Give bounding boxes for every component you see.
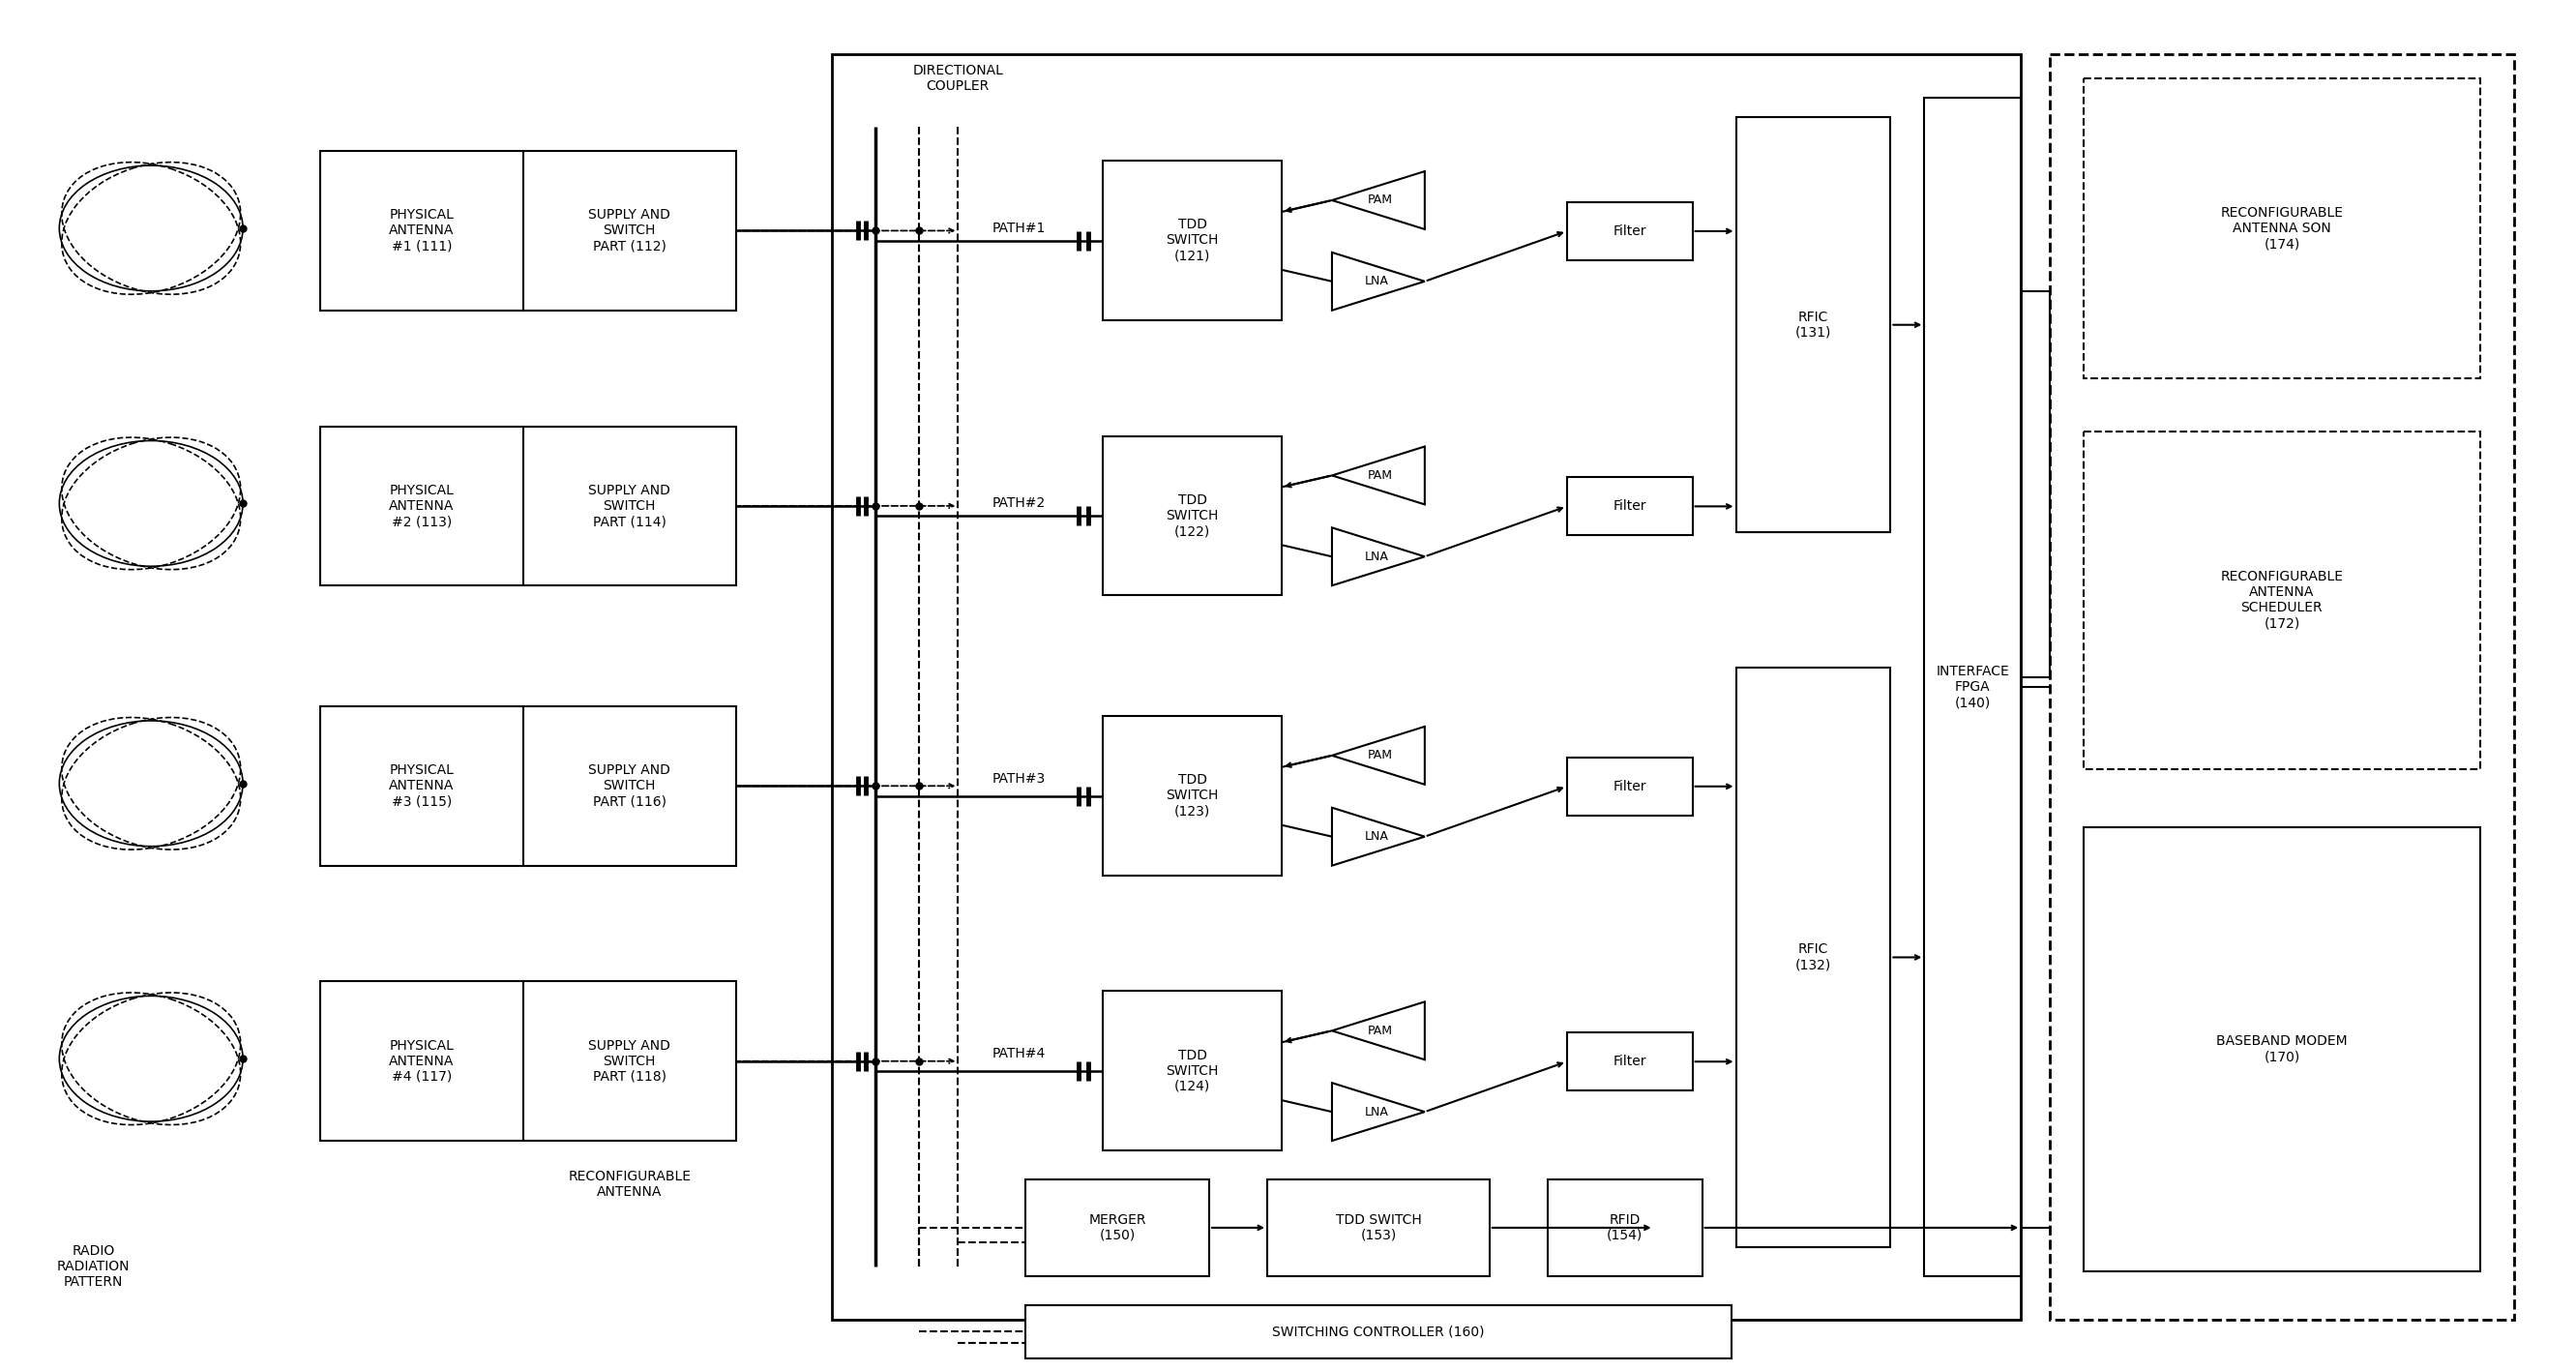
Text: Filter: Filter	[1613, 499, 1646, 513]
Text: SUPPLY AND
SWITCH
PART (114): SUPPLY AND SWITCH PART (114)	[587, 484, 670, 528]
Bar	[1566, 477, 1692, 535]
Bar	[1566, 757, 1692, 816]
Text: PATH#3: PATH#3	[992, 772, 1046, 786]
Text: RFIC
(132): RFIC (132)	[1795, 943, 1832, 972]
Bar	[2084, 430, 2481, 769]
Bar	[319, 706, 523, 865]
Text: SUPPLY AND
SWITCH
PART (112): SUPPLY AND SWITCH PART (112)	[587, 208, 670, 254]
Text: PAM: PAM	[1368, 193, 1394, 207]
Text: DIRECTIONAL
COUPLER: DIRECTIONAL COUPLER	[912, 64, 1005, 93]
Text: PHYSICAL
ANTENNA
#2 (113): PHYSICAL ANTENNA #2 (113)	[389, 484, 453, 528]
Bar	[523, 151, 737, 310]
Text: SWITCHING CONTROLLER (160): SWITCHING CONTROLLER (160)	[1273, 1324, 1484, 1338]
Text: RFID
(154): RFID (154)	[1607, 1213, 1643, 1242]
Bar	[319, 426, 523, 585]
Bar	[1025, 1305, 1731, 1359]
Text: RECONFIGURABLE
ANTENNA: RECONFIGURABLE ANTENNA	[569, 1169, 690, 1198]
Text: LNA: LNA	[1365, 831, 1388, 843]
Bar	[1103, 436, 1283, 595]
Bar	[319, 982, 523, 1141]
Bar	[1566, 1032, 1692, 1090]
Text: SUPPLY AND
SWITCH
PART (116): SUPPLY AND SWITCH PART (116)	[587, 764, 670, 809]
Text: TDD
SWITCH
(122): TDD SWITCH (122)	[1167, 494, 1218, 537]
Text: PAM: PAM	[1368, 749, 1394, 762]
Text: INTERFACE
FPGA
(140): INTERFACE FPGA (140)	[1937, 665, 2009, 709]
Text: PAM: PAM	[1368, 469, 1394, 481]
Bar	[319, 151, 523, 310]
Text: TDD
SWITCH
(123): TDD SWITCH (123)	[1167, 773, 1218, 818]
Text: PHYSICAL
ANTENNA
#4 (117): PHYSICAL ANTENNA #4 (117)	[389, 1039, 453, 1083]
Bar	[1103, 991, 1283, 1150]
Text: Filter: Filter	[1613, 780, 1646, 794]
Text: Filter: Filter	[1613, 225, 1646, 239]
Text: TDD
SWITCH
(121): TDD SWITCH (121)	[1167, 218, 1218, 263]
Text: RECONFIGURABLE
ANTENNA SON
(174): RECONFIGURABLE ANTENNA SON (174)	[2221, 206, 2344, 251]
Bar	[832, 55, 2022, 1319]
Text: LNA: LNA	[1365, 276, 1388, 288]
Bar	[2084, 78, 2481, 378]
Text: PAM: PAM	[1368, 1024, 1394, 1036]
Bar	[1924, 97, 2022, 1276]
Text: RFIC
(131): RFIC (131)	[1795, 310, 1832, 340]
Bar	[523, 706, 737, 865]
Text: MERGER
(150): MERGER (150)	[1090, 1213, 1146, 1242]
Bar	[2050, 55, 2514, 1319]
Bar	[2084, 827, 2481, 1271]
Bar	[1267, 1179, 1489, 1276]
Text: PATH#4: PATH#4	[992, 1047, 1046, 1061]
Bar	[1103, 160, 1283, 319]
Text: Filter: Filter	[1613, 1054, 1646, 1068]
Bar	[523, 982, 737, 1141]
Bar	[1566, 202, 1692, 260]
Text: TDD SWITCH
(153): TDD SWITCH (153)	[1334, 1213, 1422, 1242]
Bar	[523, 426, 737, 585]
Bar	[1103, 716, 1283, 875]
Bar	[1025, 1179, 1208, 1276]
Text: PHYSICAL
ANTENNA
#3 (115): PHYSICAL ANTENNA #3 (115)	[389, 764, 453, 809]
Text: PATH#1: PATH#1	[992, 222, 1046, 234]
Text: TDD
SWITCH
(124): TDD SWITCH (124)	[1167, 1049, 1218, 1093]
Text: PHYSICAL
ANTENNA
#1 (111): PHYSICAL ANTENNA #1 (111)	[389, 208, 453, 254]
Bar	[1736, 118, 1891, 532]
Text: LNA: LNA	[1365, 550, 1388, 563]
Text: RECONFIGURABLE
ANTENNA
SCHEDULER
(172): RECONFIGURABLE ANTENNA SCHEDULER (172)	[2221, 570, 2344, 631]
Text: RADIO
RADIATION
PATTERN: RADIO RADIATION PATTERN	[57, 1243, 129, 1289]
Text: BASEBAND MODEM
(170): BASEBAND MODEM (170)	[2215, 1035, 2347, 1064]
Text: LNA: LNA	[1365, 1105, 1388, 1119]
Text: PATH#2: PATH#2	[992, 496, 1046, 510]
Bar	[1548, 1179, 1703, 1276]
Text: SUPPLY AND
SWITCH
PART (118): SUPPLY AND SWITCH PART (118)	[587, 1039, 670, 1083]
Bar	[1736, 668, 1891, 1248]
